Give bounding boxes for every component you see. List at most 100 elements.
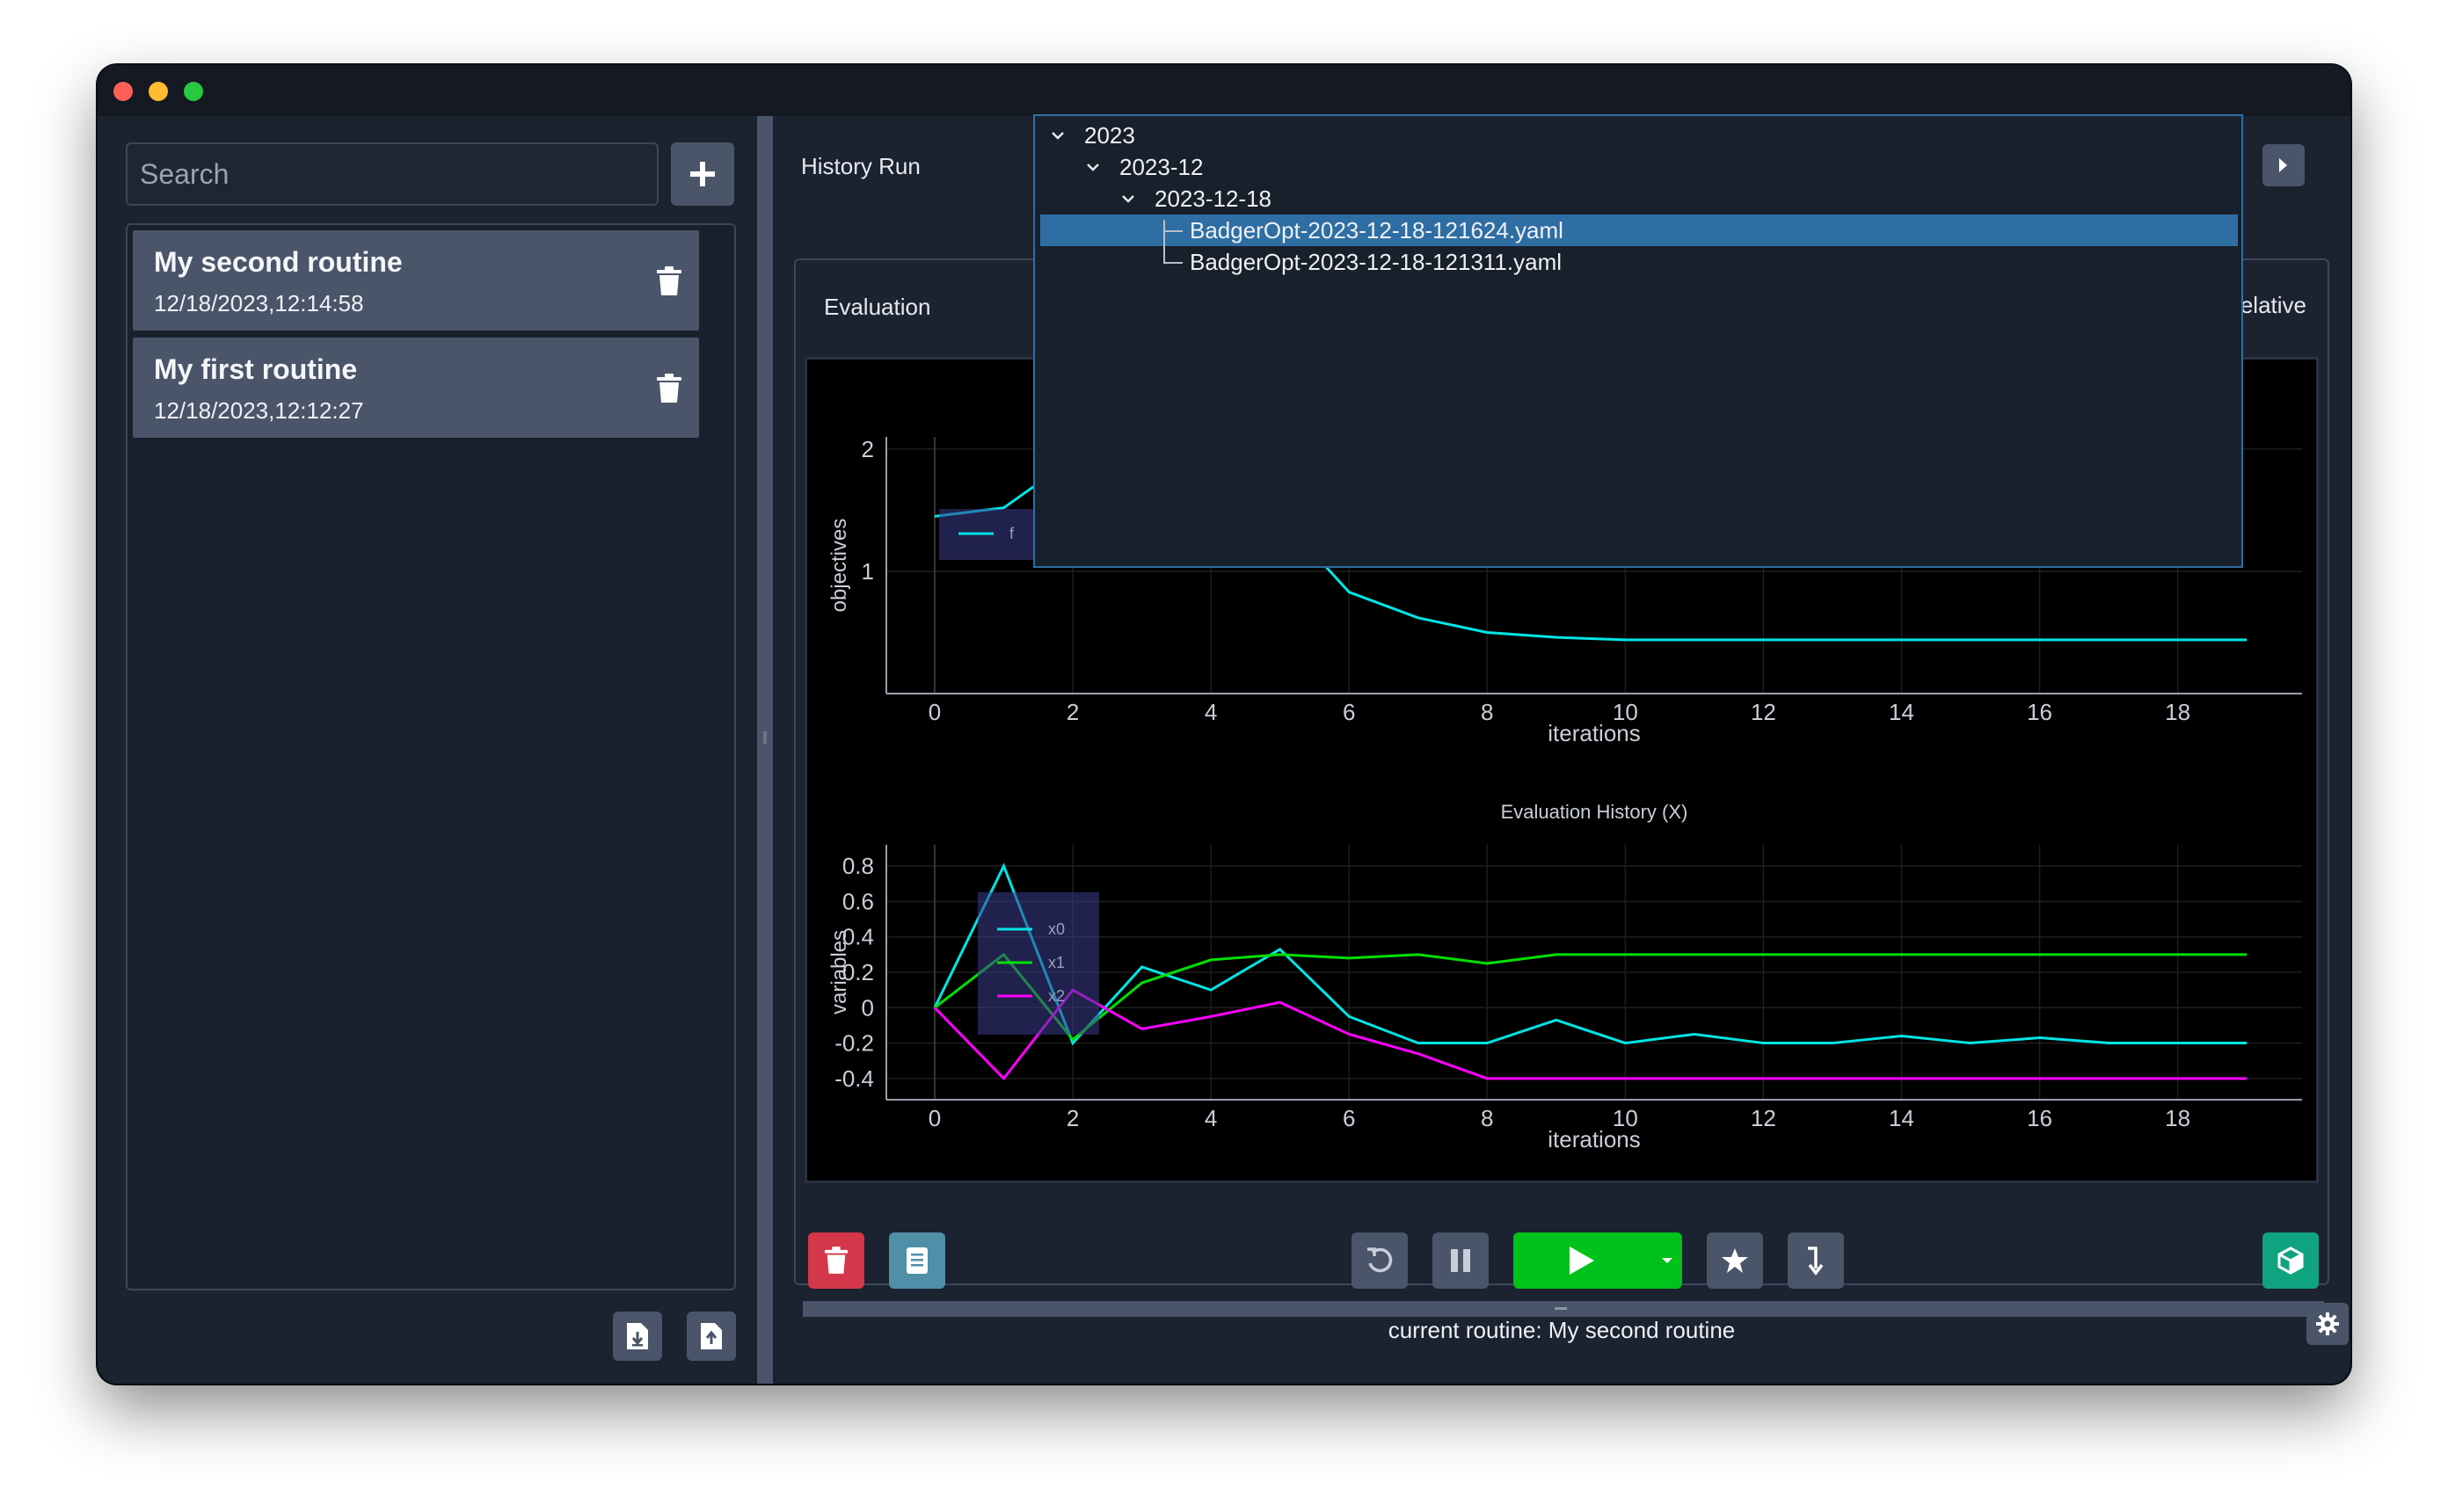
maximize-window-button[interactable] [184, 82, 203, 101]
chevron-down-icon [1122, 195, 1134, 203]
x-tick-label: 18 [2165, 1105, 2190, 1131]
x-axis-label: iterations [1548, 720, 1641, 746]
y-tick-label: 0.2 [842, 959, 874, 985]
dial-in-button[interactable] [1788, 1232, 1844, 1289]
y-tick-label: 0.6 [842, 888, 874, 914]
series-line-x2 [933, 988, 2248, 1081]
title-bar [98, 65, 2350, 116]
tree-branch-line [1163, 230, 1183, 232]
y-tick-label: 1 [862, 558, 874, 585]
trash-icon [657, 374, 681, 403]
routine-list: My second routine 12/18/2023,12:14:58 My… [126, 223, 736, 1290]
add-routine-button[interactable] [671, 142, 734, 206]
caret-down-icon [1662, 1258, 1672, 1263]
logbook-button[interactable] [889, 1232, 945, 1289]
chevron-down-icon [1087, 164, 1099, 171]
tree-branch-line [1163, 262, 1183, 264]
x-tick-label: 8 [1481, 699, 1493, 725]
evaluation-label: Evaluation [824, 294, 931, 320]
gear-icon [2316, 1312, 2339, 1335]
routine-name: My second routine [154, 246, 403, 278]
reset-icon [1367, 1247, 1393, 1273]
chart-legend [978, 892, 1099, 1035]
import-routine-button[interactable] [613, 1312, 662, 1361]
environment-button[interactable] [2262, 1232, 2319, 1289]
logbook-icon [907, 1247, 928, 1274]
x-tick-label: 2 [1067, 699, 1079, 725]
tree-node-file[interactable]: BadgerOpt-2023-12-18-121311.yaml [1035, 246, 2241, 278]
minimize-window-button[interactable] [149, 82, 168, 101]
settings-button[interactable] [2306, 1303, 2349, 1345]
delete-run-button[interactable] [808, 1232, 864, 1289]
y-tick-label: 0.4 [842, 924, 874, 950]
tree-node-label: BadgerOpt-2023-12-18-121624.yaml [1190, 216, 1563, 244]
pause-button[interactable] [1432, 1232, 1489, 1289]
routine-item[interactable]: My first routine 12/18/2023,12:12:27 [133, 338, 699, 438]
trash-icon [824, 1247, 849, 1274]
cube-icon [2277, 1247, 2304, 1275]
sidebar: My second routine 12/18/2023,12:14:58 My… [98, 116, 757, 1384]
y-axis-label: variables [827, 930, 851, 1014]
series-line-x0 [933, 862, 2248, 1046]
panel-splitter[interactable] [803, 1301, 2324, 1317]
x-tick-label: 6 [1343, 699, 1355, 725]
triangle-right-icon [2279, 158, 2287, 172]
chevron-down-icon [1052, 132, 1064, 140]
legend-label: x1 [1048, 954, 1065, 971]
tree-node-day[interactable]: 2023-12-18 [1035, 183, 2241, 214]
history-run-tree-popup: 2023 2023-12 2023-12-18 BadgerOpt-2023-1… [1033, 114, 2243, 568]
x-tick-label: 0 [929, 699, 941, 725]
splitter-handle [1555, 1307, 1567, 1310]
x-tick-label: 14 [1889, 1105, 1914, 1131]
x-tick-label: 6 [1343, 1105, 1355, 1131]
legend-label: x2 [1048, 987, 1065, 1005]
run-options-dropdown[interactable] [1652, 1232, 1682, 1289]
play-icon [1570, 1247, 1594, 1275]
jump-to-optimum-button[interactable] [1707, 1232, 1763, 1289]
trash-icon [657, 266, 681, 295]
x-tick-label: 10 [1613, 699, 1638, 725]
star-icon [1722, 1248, 1748, 1273]
app-window: My second routine 12/18/2023,12:14:58 My… [98, 65, 2350, 1384]
run-routine-button[interactable] [1513, 1232, 1682, 1289]
search-input[interactable] [126, 142, 659, 206]
tree-node-label: 2023-12 [1119, 153, 1204, 180]
reset-environment-button[interactable] [1352, 1232, 1408, 1289]
tree-node-file-selected[interactable]: BadgerOpt-2023-12-18-121624.yaml [1040, 214, 2238, 246]
y-tick-label: 2 [862, 436, 874, 462]
splitter-handle [763, 731, 767, 744]
current-routine-status: current routine: My second routine [1388, 1317, 1736, 1343]
y-tick-label: -0.4 [834, 1065, 874, 1092]
routine-date: 12/18/2023,12:12:27 [154, 397, 364, 424]
series-line-x1 [934, 952, 2248, 1042]
x-tick-label: 8 [1481, 1105, 1493, 1131]
tree-node-month[interactable]: 2023-12 [1035, 151, 2241, 183]
x-tick-label: 2 [1067, 1105, 1079, 1131]
routine-item[interactable]: My second routine 12/18/2023,12:14:58 [133, 230, 699, 331]
close-window-button[interactable] [113, 82, 133, 101]
legend-label: x0 [1048, 920, 1065, 938]
export-routine-button[interactable] [687, 1312, 736, 1361]
import-icon [627, 1323, 648, 1349]
x-tick-label: 14 [1889, 699, 1914, 725]
tree-branch-line [1163, 220, 1165, 264]
x-tick-label: 12 [1751, 1105, 1776, 1131]
delete-routine-button[interactable] [652, 371, 687, 406]
tree-node-label: BadgerOpt-2023-12-18-121311.yaml [1190, 248, 1563, 275]
x-axis-label: iterations [1548, 1126, 1641, 1152]
arrow-down-icon [1808, 1247, 1824, 1276]
y-tick-label: 0.8 [842, 853, 874, 879]
x-tick-label: 16 [2027, 1105, 2052, 1131]
x-tick-label: 16 [2027, 699, 2052, 725]
plus-icon [690, 162, 715, 186]
routine-date: 12/18/2023,12:14:58 [154, 290, 364, 316]
chart-title: Evaluation History (X) [1501, 801, 1688, 823]
y-tick-label: 0 [862, 994, 874, 1021]
delete-routine-button[interactable] [652, 264, 687, 299]
export-icon [701, 1323, 722, 1349]
next-run-button[interactable] [2262, 144, 2305, 186]
tree-node-year[interactable]: 2023 [1035, 120, 2241, 151]
legend-label: f [1009, 525, 1015, 542]
x-tick-label: 12 [1751, 699, 1776, 725]
sidebar-splitter[interactable] [757, 116, 773, 1384]
